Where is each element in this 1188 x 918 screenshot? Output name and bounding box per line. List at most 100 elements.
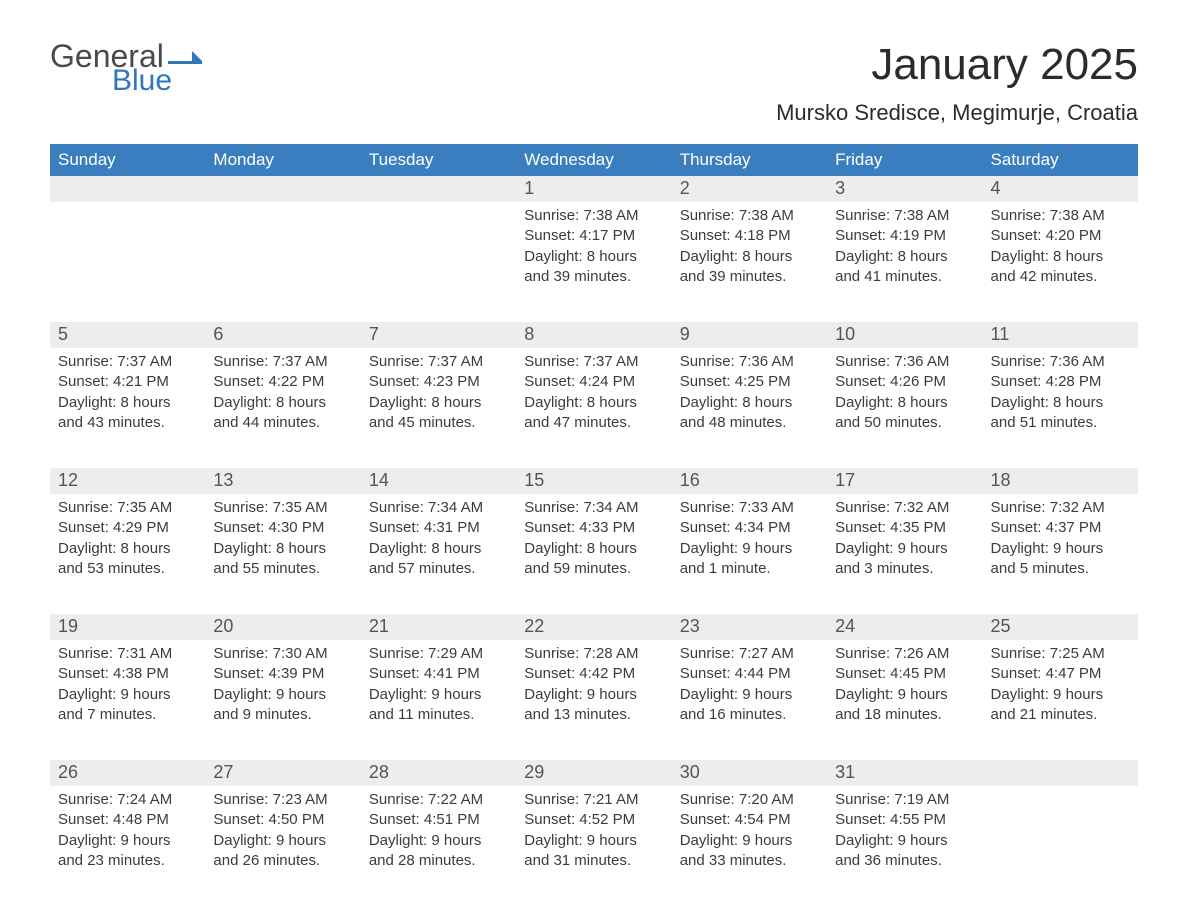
day-data: Sunrise: 7:29 AMSunset: 4:41 PMDaylight:… — [361, 640, 516, 760]
day-data — [983, 786, 1138, 906]
day-data — [205, 202, 360, 322]
day-number — [983, 760, 1138, 786]
daydata-cell: Sunrise: 7:24 AMSunset: 4:48 PMDaylight:… — [50, 786, 205, 906]
daynum-cell: 19 — [50, 614, 205, 640]
daynum-row: 262728293031 — [50, 760, 1138, 786]
daydata-cell: Sunrise: 7:38 AMSunset: 4:19 PMDaylight:… — [827, 202, 982, 322]
weekday-header: Sunday — [50, 144, 205, 176]
daydata-cell: Sunrise: 7:37 AMSunset: 4:24 PMDaylight:… — [516, 348, 671, 468]
day-data: Sunrise: 7:34 AMSunset: 4:31 PMDaylight:… — [361, 494, 516, 614]
day-number: 22 — [516, 614, 671, 640]
day-data — [50, 202, 205, 322]
day-data: Sunrise: 7:21 AMSunset: 4:52 PMDaylight:… — [516, 786, 671, 906]
daydata-cell: Sunrise: 7:20 AMSunset: 4:54 PMDaylight:… — [672, 786, 827, 906]
daydata-cell: Sunrise: 7:38 AMSunset: 4:20 PMDaylight:… — [983, 202, 1138, 322]
daynum-cell: 1 — [516, 176, 671, 202]
daynum-cell: 13 — [205, 468, 360, 494]
daynum-cell: 7 — [361, 322, 516, 348]
daynum-cell: 14 — [361, 468, 516, 494]
daynum-cell: 12 — [50, 468, 205, 494]
day-data: Sunrise: 7:38 AMSunset: 4:20 PMDaylight:… — [983, 202, 1138, 322]
daydata-cell: Sunrise: 7:35 AMSunset: 4:29 PMDaylight:… — [50, 494, 205, 614]
day-number: 9 — [672, 322, 827, 348]
daydata-cell: Sunrise: 7:34 AMSunset: 4:31 PMDaylight:… — [361, 494, 516, 614]
day-data: Sunrise: 7:35 AMSunset: 4:30 PMDaylight:… — [205, 494, 360, 614]
daynum-cell: 15 — [516, 468, 671, 494]
daydata-cell: Sunrise: 7:38 AMSunset: 4:18 PMDaylight:… — [672, 202, 827, 322]
daydata-cell: Sunrise: 7:19 AMSunset: 4:55 PMDaylight:… — [827, 786, 982, 906]
daydata-cell: Sunrise: 7:33 AMSunset: 4:34 PMDaylight:… — [672, 494, 827, 614]
daynum-cell: 31 — [827, 760, 982, 786]
daydata-cell: Sunrise: 7:36 AMSunset: 4:26 PMDaylight:… — [827, 348, 982, 468]
weekday-header: Monday — [205, 144, 360, 176]
day-data: Sunrise: 7:32 AMSunset: 4:37 PMDaylight:… — [983, 494, 1138, 614]
day-number: 27 — [205, 760, 360, 786]
day-number — [50, 176, 205, 202]
day-number: 31 — [827, 760, 982, 786]
daynum-cell — [50, 176, 205, 202]
daynum-cell: 25 — [983, 614, 1138, 640]
day-data: Sunrise: 7:26 AMSunset: 4:45 PMDaylight:… — [827, 640, 982, 760]
day-data: Sunrise: 7:36 AMSunset: 4:25 PMDaylight:… — [672, 348, 827, 468]
day-data: Sunrise: 7:37 AMSunset: 4:24 PMDaylight:… — [516, 348, 671, 468]
daynum-cell: 23 — [672, 614, 827, 640]
daynum-row: 567891011 — [50, 322, 1138, 348]
daydata-cell: Sunrise: 7:30 AMSunset: 4:39 PMDaylight:… — [205, 640, 360, 760]
day-number: 17 — [827, 468, 982, 494]
daydata-cell: Sunrise: 7:31 AMSunset: 4:38 PMDaylight:… — [50, 640, 205, 760]
daydata-cell — [983, 786, 1138, 906]
day-number: 16 — [672, 468, 827, 494]
day-number: 23 — [672, 614, 827, 640]
daynum-cell — [361, 176, 516, 202]
day-number: 8 — [516, 322, 671, 348]
daydata-cell: Sunrise: 7:37 AMSunset: 4:23 PMDaylight:… — [361, 348, 516, 468]
day-data: Sunrise: 7:31 AMSunset: 4:38 PMDaylight:… — [50, 640, 205, 760]
daydata-cell: Sunrise: 7:34 AMSunset: 4:33 PMDaylight:… — [516, 494, 671, 614]
daynum-cell: 27 — [205, 760, 360, 786]
weekday-header: Saturday — [983, 144, 1138, 176]
day-number: 4 — [983, 176, 1138, 202]
daynum-cell: 6 — [205, 322, 360, 348]
day-number: 7 — [361, 322, 516, 348]
day-number: 14 — [361, 468, 516, 494]
daydata-cell: Sunrise: 7:32 AMSunset: 4:37 PMDaylight:… — [983, 494, 1138, 614]
daynum-row: 1234 — [50, 176, 1138, 202]
daydata-cell: Sunrise: 7:36 AMSunset: 4:28 PMDaylight:… — [983, 348, 1138, 468]
day-data: Sunrise: 7:28 AMSunset: 4:42 PMDaylight:… — [516, 640, 671, 760]
day-number — [361, 176, 516, 202]
daynum-cell: 17 — [827, 468, 982, 494]
daynum-cell: 26 — [50, 760, 205, 786]
daynum-cell: 29 — [516, 760, 671, 786]
daydata-cell: Sunrise: 7:22 AMSunset: 4:51 PMDaylight:… — [361, 786, 516, 906]
daynum-cell: 21 — [361, 614, 516, 640]
day-number: 10 — [827, 322, 982, 348]
daydata-row: Sunrise: 7:37 AMSunset: 4:21 PMDaylight:… — [50, 348, 1138, 468]
day-number: 18 — [983, 468, 1138, 494]
day-number: 20 — [205, 614, 360, 640]
day-number: 6 — [205, 322, 360, 348]
daydata-cell: Sunrise: 7:23 AMSunset: 4:50 PMDaylight:… — [205, 786, 360, 906]
daynum-cell: 11 — [983, 322, 1138, 348]
daydata-cell: Sunrise: 7:26 AMSunset: 4:45 PMDaylight:… — [827, 640, 982, 760]
daydata-cell: Sunrise: 7:36 AMSunset: 4:25 PMDaylight:… — [672, 348, 827, 468]
weekday-header: Tuesday — [361, 144, 516, 176]
day-data: Sunrise: 7:37 AMSunset: 4:22 PMDaylight:… — [205, 348, 360, 468]
day-data: Sunrise: 7:36 AMSunset: 4:26 PMDaylight:… — [827, 348, 982, 468]
day-data: Sunrise: 7:30 AMSunset: 4:39 PMDaylight:… — [205, 640, 360, 760]
day-data: Sunrise: 7:38 AMSunset: 4:17 PMDaylight:… — [516, 202, 671, 322]
day-data: Sunrise: 7:36 AMSunset: 4:28 PMDaylight:… — [983, 348, 1138, 468]
brand-word2: Blue — [112, 66, 172, 96]
day-number: 26 — [50, 760, 205, 786]
daynum-cell: 3 — [827, 176, 982, 202]
daynum-cell: 28 — [361, 760, 516, 786]
daydata-cell — [50, 202, 205, 322]
daynum-cell: 30 — [672, 760, 827, 786]
weekday-header-row: Sunday Monday Tuesday Wednesday Thursday… — [50, 144, 1138, 176]
day-number: 13 — [205, 468, 360, 494]
day-number: 29 — [516, 760, 671, 786]
daydata-cell: Sunrise: 7:21 AMSunset: 4:52 PMDaylight:… — [516, 786, 671, 906]
day-number: 11 — [983, 322, 1138, 348]
day-number: 3 — [827, 176, 982, 202]
day-data: Sunrise: 7:19 AMSunset: 4:55 PMDaylight:… — [827, 786, 982, 906]
weekday-header: Thursday — [672, 144, 827, 176]
